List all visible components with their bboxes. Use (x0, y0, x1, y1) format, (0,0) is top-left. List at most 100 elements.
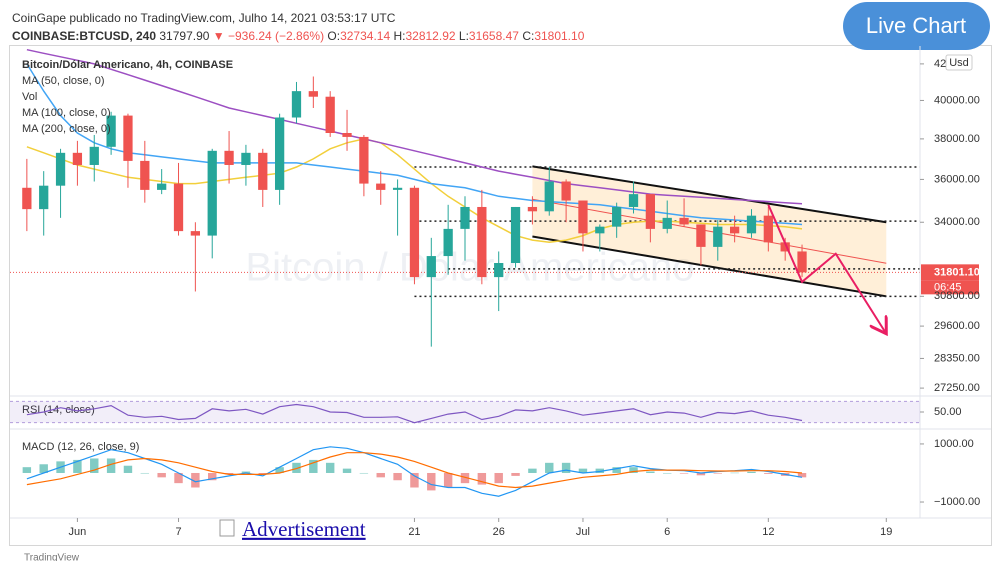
macd-histogram (90, 458, 99, 473)
forecast-arrow (767, 204, 886, 334)
candle-body (308, 91, 318, 97)
macd-histogram (629, 467, 638, 473)
live-chart-button[interactable]: Live Chart (843, 2, 990, 50)
overlay: 31801.10 06:45 (767, 204, 980, 334)
y-tick-label: 38000.00 (934, 133, 980, 145)
x-tick-label: 7 (175, 526, 181, 538)
candle-body (477, 206, 487, 278)
y-tick-label: 40000.00 (934, 94, 980, 106)
candle-body (409, 187, 420, 278)
candle-body (713, 226, 723, 247)
x-tick-label: 21 (408, 526, 420, 538)
candle-body (140, 160, 150, 190)
l-value: 31658.47 (469, 29, 519, 43)
candle-body (207, 150, 217, 236)
macd-histogram (494, 472, 503, 484)
macd-histogram (410, 472, 419, 488)
candle-body (224, 150, 234, 165)
channel-lower (532, 235, 887, 298)
chart-frame (9, 45, 992, 546)
ad-link[interactable]: Advertisement (242, 517, 366, 541)
x-tick-label: 6 (664, 526, 670, 538)
price-pane (10, 48, 920, 347)
c-value: 31801.10 (534, 29, 584, 43)
macd-histogram (528, 468, 537, 473)
button-label[interactable]: Live Chart (866, 13, 966, 38)
macd-histogram (241, 471, 251, 473)
y-tick-label: 30800.00 (934, 290, 980, 302)
symbol-line: COINBASE:BTCUSD, 240 31797.90 ▼ −936.24 … (12, 29, 585, 43)
macd-histogram (376, 472, 385, 478)
candle-body (780, 242, 790, 252)
l-key: L: (459, 29, 469, 43)
macd-histogram (646, 471, 655, 473)
legend-ma50: MA (50, close, 0) (22, 75, 105, 87)
macd-histogram (713, 472, 722, 474)
candle-body (544, 181, 554, 212)
macd-histogram (191, 472, 200, 488)
macd-histogram (258, 472, 267, 475)
candle-body (561, 181, 571, 201)
legend-title: Bitcoin/Dólar Americano, 4h, COINBASE (22, 59, 233, 71)
channel-middle (532, 198, 887, 264)
candle-body (22, 187, 32, 210)
candle-body (729, 226, 740, 234)
candle-body (291, 91, 302, 118)
unit-label[interactable]: Usd (949, 57, 969, 69)
macd-histogram (73, 459, 82, 473)
macd-histogram (342, 468, 352, 473)
macd-histogram (797, 472, 807, 478)
y-tick-label: 28350.00 (934, 352, 980, 364)
x-tick-label: Jul (576, 526, 590, 538)
candle-body (578, 200, 588, 234)
macd-histogram (764, 472, 773, 474)
macd-histogram (460, 472, 470, 484)
y-tick-label: 1000.00 (934, 438, 974, 450)
candle-body (595, 226, 605, 234)
signal-line (26, 452, 803, 489)
candle-body (359, 136, 369, 184)
candle-body (746, 215, 757, 234)
macd-histogram (39, 464, 48, 473)
candle-body (325, 96, 335, 133)
candle-body (494, 263, 504, 278)
macd-histogram (140, 472, 150, 474)
macd-histogram (511, 472, 520, 476)
o-key: O: (327, 29, 340, 43)
advertisement[interactable]: Advertisement (219, 517, 366, 541)
macd-histogram (730, 472, 739, 474)
macd-histogram (359, 472, 369, 474)
button-bg[interactable] (843, 2, 990, 50)
candle-body (241, 152, 251, 165)
candle-body (460, 206, 470, 229)
countdown-box (921, 280, 979, 295)
candle-body (527, 206, 538, 212)
macd-histogram (595, 468, 605, 473)
macd-histogram (22, 467, 32, 473)
moving-average (26, 48, 803, 205)
macd-histogram (157, 472, 166, 478)
candle-body (645, 194, 656, 229)
c-key: C: (522, 29, 534, 43)
unit-button[interactable] (945, 54, 973, 71)
legend-ma100: MA (100, close, 0) (22, 107, 111, 119)
macd-histogram (325, 462, 335, 473)
last-price-box (921, 264, 979, 281)
y-tick-label: 36000.00 (934, 173, 980, 185)
y-tick-label: 34000.00 (934, 216, 980, 228)
candle-body (190, 231, 201, 236)
last: 31797.90 (159, 29, 209, 43)
macd-histogram (612, 467, 621, 473)
candle-body (426, 256, 436, 278)
candle-body (39, 185, 49, 210)
candle-body (628, 194, 639, 207)
footer: TradingView (24, 553, 80, 561)
candle-body (612, 206, 622, 227)
candle-body (89, 146, 99, 165)
macd-histogram (292, 462, 301, 473)
candle-body (679, 217, 689, 225)
legend-vol: Vol (22, 91, 37, 103)
macd-histogram (393, 472, 402, 481)
macd-histogram (275, 467, 284, 473)
